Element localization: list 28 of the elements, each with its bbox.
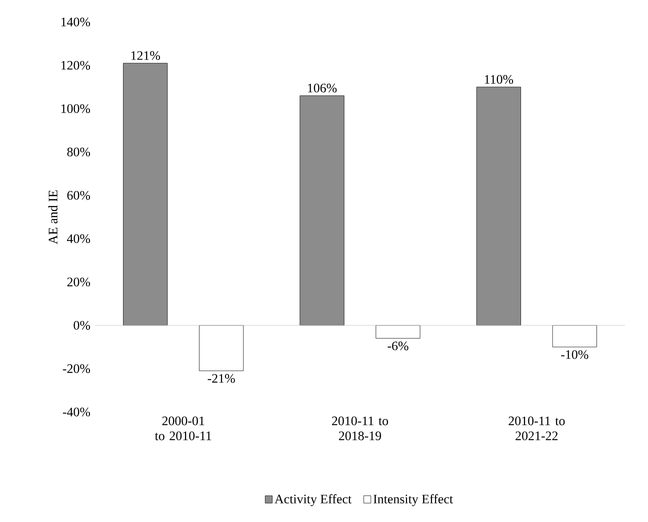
bar bbox=[123, 62, 168, 326]
y-tick-label: 100% bbox=[61, 104, 90, 114]
y-tick-label: -20% bbox=[62, 364, 90, 374]
data-label: -6% bbox=[388, 342, 408, 350]
x-tick-label: 2010-11 to 2021-22 bbox=[508, 416, 565, 440]
bar bbox=[552, 325, 597, 348]
y-tick-label: 40% bbox=[66, 234, 90, 244]
bar bbox=[199, 325, 244, 372]
data-label: -21% bbox=[208, 374, 235, 383]
data-label: 121% bbox=[131, 51, 160, 60]
data-label: 106% bbox=[308, 84, 337, 92]
y-tick-label: 120% bbox=[61, 60, 90, 70]
bar bbox=[376, 325, 420, 339]
y-tick-label: 0% bbox=[74, 320, 90, 330]
legend-label: Intensity Effect bbox=[374, 494, 453, 506]
data-label: -10% bbox=[561, 350, 588, 359]
bar bbox=[476, 86, 521, 326]
y-axis-title: AE and IE bbox=[48, 190, 58, 244]
x-tick-label: 2000-01 to 2010-11 bbox=[154, 416, 212, 440]
y-tick-label: -40% bbox=[62, 408, 90, 416]
y-tick-label: 140% bbox=[61, 18, 90, 26]
legend-label: Activity Effect bbox=[274, 494, 352, 506]
data-label: 110% bbox=[484, 75, 514, 84]
y-tick-label: 60% bbox=[67, 190, 90, 200]
bar bbox=[300, 95, 344, 326]
y-tick-label: 20% bbox=[67, 278, 90, 286]
x-tick-label: 2010-11 to 2018-19 bbox=[332, 416, 388, 440]
y-tick-label: 80% bbox=[67, 148, 90, 156]
